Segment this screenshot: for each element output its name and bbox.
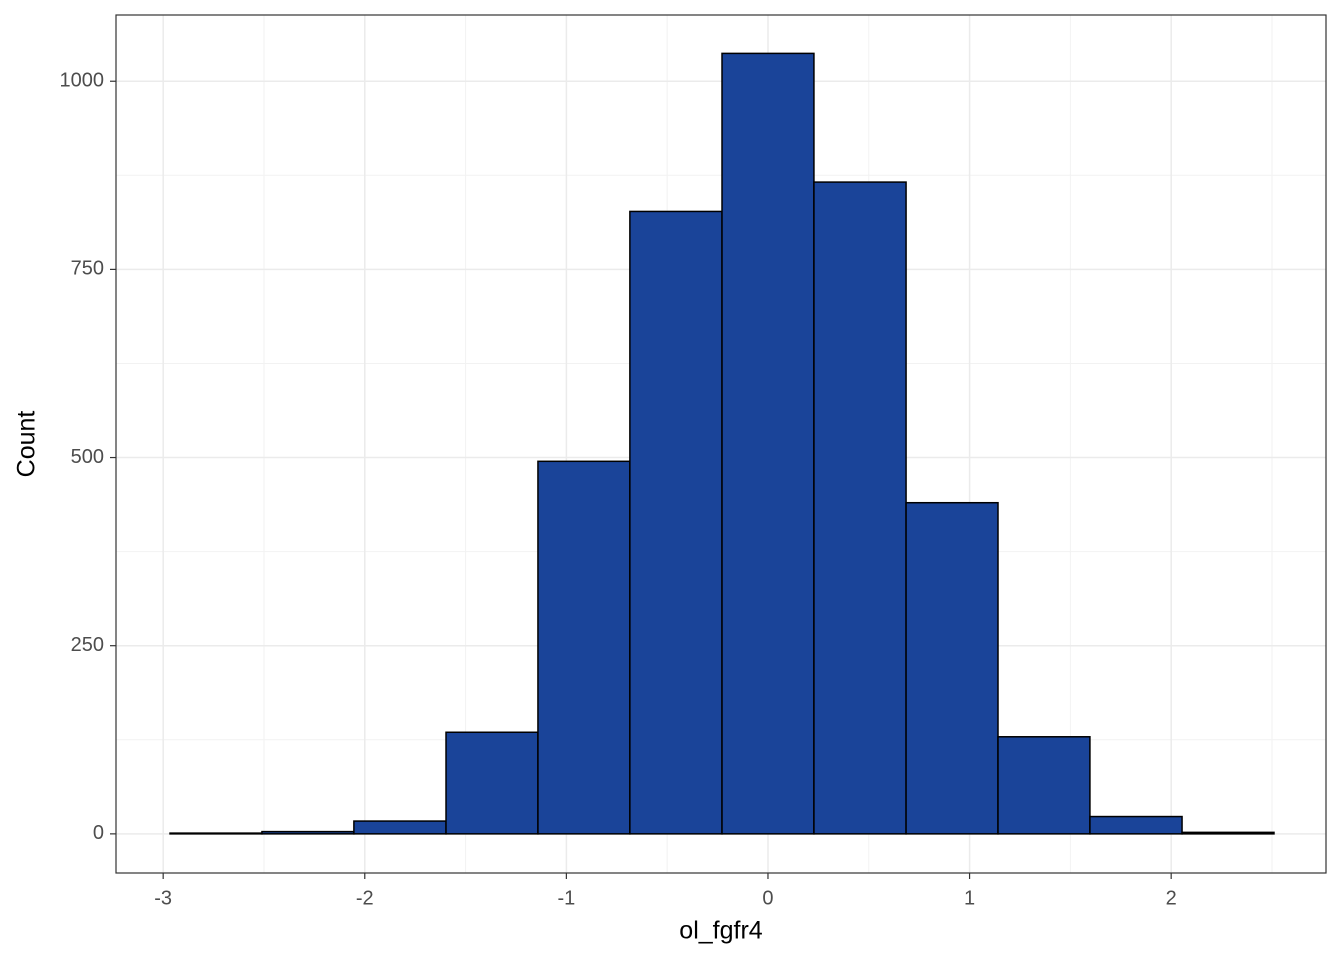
x-tick-label: 2: [1166, 887, 1177, 909]
y-tick-label: 250: [71, 634, 104, 656]
x-tick-label: 1: [964, 887, 975, 909]
panel-border: [115, 14, 1327, 874]
bar: [905, 501, 999, 835]
y-tick-label: 750: [71, 258, 104, 280]
y-tick-label: 0: [93, 822, 104, 844]
x-tick-label: -3: [154, 887, 172, 909]
x-tick-label: 0: [762, 887, 773, 909]
y-tick-label: 1000: [60, 70, 105, 92]
y-axis-title: Count: [13, 411, 41, 478]
bar: [169, 832, 263, 835]
bar: [537, 460, 631, 835]
bar: [1089, 815, 1183, 835]
y-tick-label: 500: [71, 446, 104, 468]
x-tick-label: -1: [557, 887, 575, 909]
bar: [261, 830, 355, 835]
bar: [813, 181, 907, 835]
x-tick-label: -2: [356, 887, 374, 909]
x-axis-title: ol_fgfr4: [679, 917, 762, 945]
bar: [997, 736, 1091, 835]
bar: [721, 52, 815, 835]
bar: [629, 210, 723, 835]
bar: [353, 820, 447, 835]
bar: [445, 731, 539, 835]
bar: [1181, 831, 1275, 835]
